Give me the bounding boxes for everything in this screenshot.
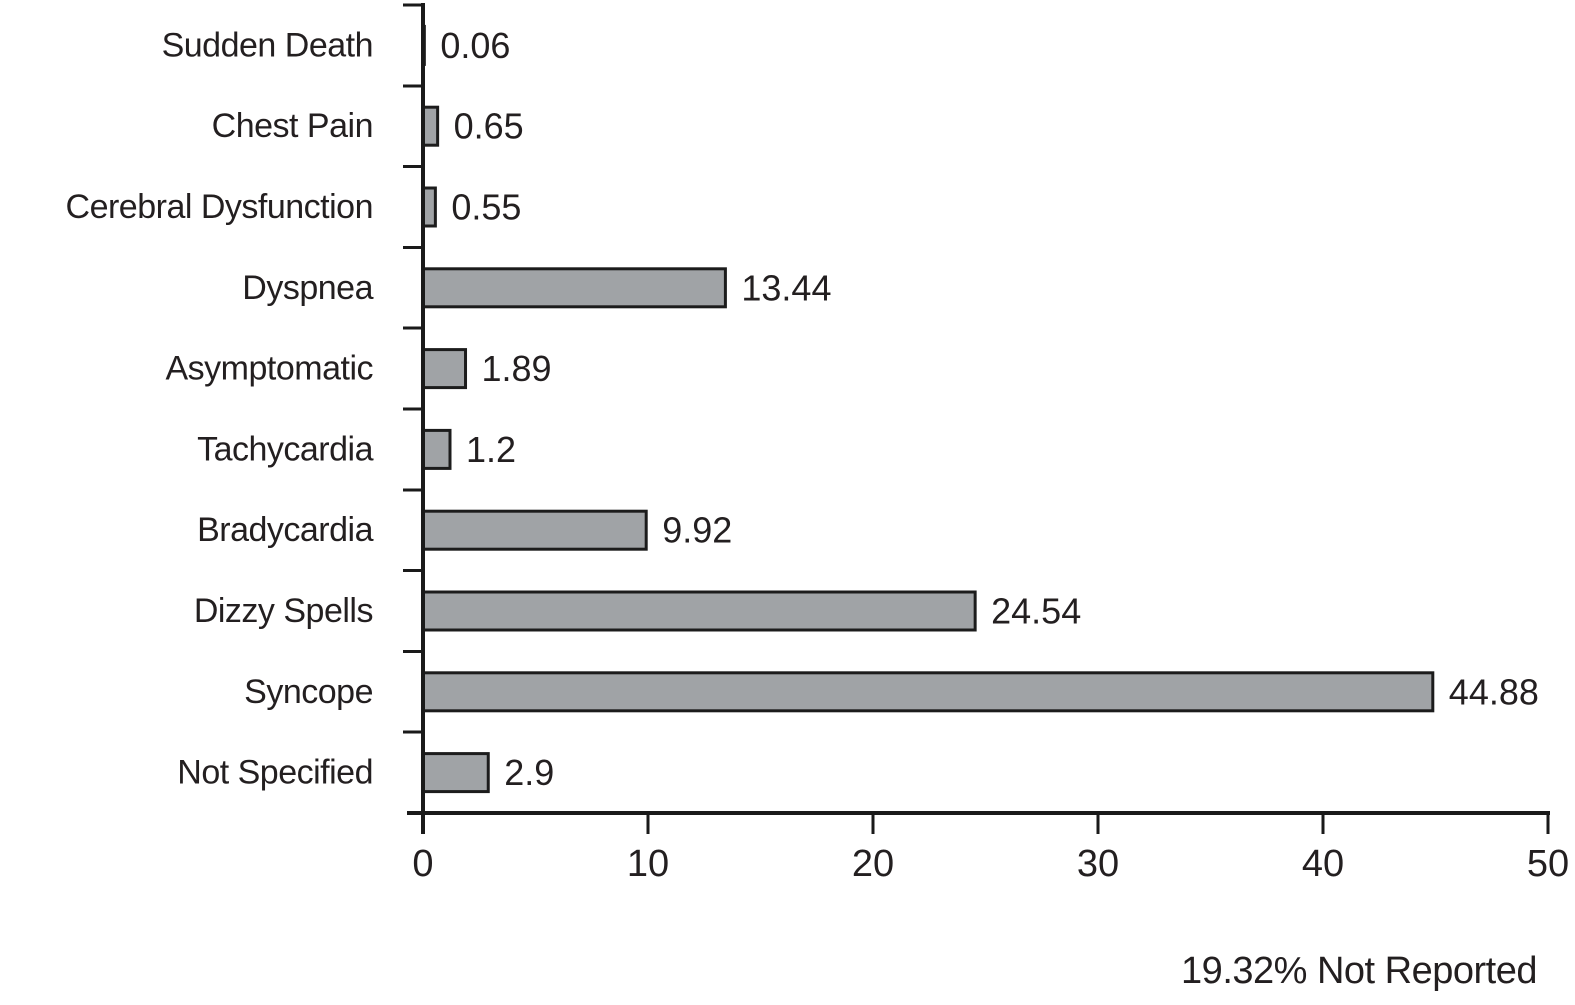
x-tick-label: 0: [412, 843, 433, 885]
value-label: 44.88: [1449, 671, 1539, 712]
category-label: Bradycardia: [197, 511, 374, 549]
value-label: 1.2: [466, 429, 516, 470]
x-tick-label: 30: [1077, 843, 1119, 885]
bar: [421, 752, 490, 794]
value-label: 13.44: [741, 267, 831, 308]
value-label: 9.92: [662, 510, 732, 551]
category-label: Asymptomatic: [166, 350, 374, 388]
category-label: Sudden Death: [162, 26, 373, 64]
x-tick-label: 50: [1527, 843, 1569, 885]
bar: [421, 348, 468, 390]
not-reported-note: 19.32% Not Reported: [1181, 950, 1537, 992]
category-label: Chest Pain: [212, 107, 373, 145]
x-tick-label: 20: [852, 843, 894, 885]
category-label: Dizzy Spells: [194, 592, 373, 630]
category-label: Not Specified: [177, 754, 373, 792]
x-tick-label: 10: [627, 843, 669, 885]
value-label: 0.06: [440, 25, 510, 66]
category-label: Tachycardia: [197, 430, 374, 468]
bar: [421, 671, 1435, 713]
bar: [421, 590, 977, 632]
value-label: 2.9: [504, 752, 554, 793]
x-tick-label: 40: [1302, 843, 1344, 885]
value-label: 24.54: [991, 591, 1081, 632]
bar: [421, 105, 440, 147]
category-label: Dyspnea: [242, 269, 373, 307]
category-label: Syncope: [244, 673, 373, 711]
bar: [421, 509, 648, 551]
value-label: 0.55: [451, 187, 521, 228]
value-label: 1.89: [482, 348, 552, 389]
category-label: Cerebral Dysfunction: [66, 188, 373, 226]
bar: [421, 267, 727, 309]
bar: [421, 428, 452, 470]
value-label: 0.65: [454, 106, 524, 147]
